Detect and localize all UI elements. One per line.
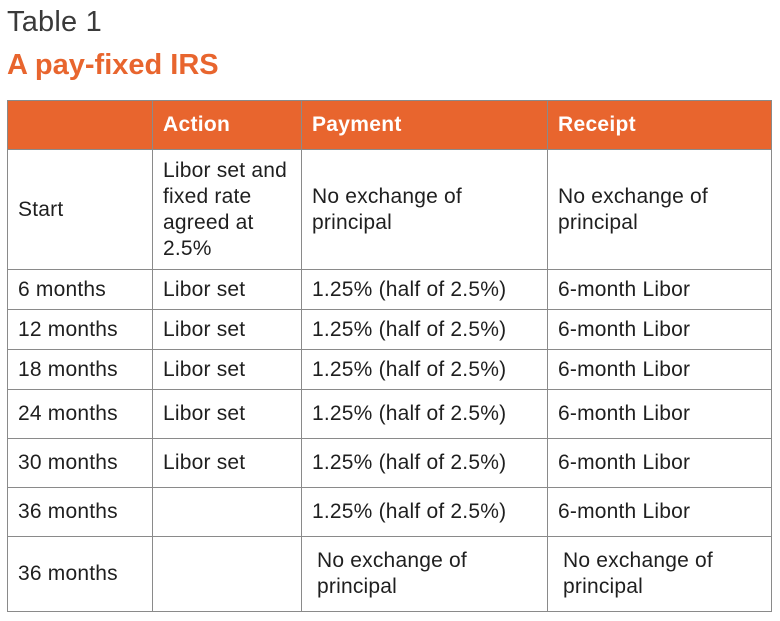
cell-action (152, 536, 302, 612)
cell-action: Libor set (152, 269, 302, 310)
cell-action: Libor set (152, 389, 302, 439)
cell-payment: 1.25% (half of 2.5%) (301, 438, 548, 488)
cell-time: 18 months (7, 349, 153, 390)
cell-receipt: 6-month Libor (547, 309, 772, 350)
cell-action: Libor set (152, 349, 302, 390)
header-payment: Payment (301, 100, 548, 150)
header-row: Action Payment Receipt (7, 100, 772, 150)
cell-payment: 1.25% (half of 2.5%) (301, 349, 548, 390)
cell-payment: 1.25% (half of 2.5%) (301, 309, 548, 350)
cell-receipt: No exchange of principal (547, 149, 772, 270)
cell-receipt: 6-month Libor (547, 269, 772, 310)
cell-time: 30 months (7, 438, 153, 488)
cell-receipt: 6-month Libor (547, 389, 772, 439)
cell-receipt: 6-month Libor (547, 438, 772, 488)
cell-action: Libor set and fixed rate agreed at 2.5% (152, 149, 302, 270)
cell-payment: No exchange of principal (301, 149, 548, 270)
irs-table: Action Payment Receipt Start Libor set a… (7, 100, 772, 612)
cell-receipt: No exchange of principal (547, 536, 772, 612)
cell-payment: 1.25% (half of 2.5%) (301, 269, 548, 310)
cell-time: 6 months (7, 269, 153, 310)
table-row: Start Libor set and fixed rate agreed at… (7, 149, 772, 270)
table-row: 36 months No exchange of principal No ex… (7, 536, 772, 612)
table-row: 30 months Libor set 1.25% (half of 2.5%)… (7, 438, 772, 488)
cell-payment: No exchange of principal (301, 536, 548, 612)
cell-action: Libor set (152, 309, 302, 350)
header-receipt: Receipt (547, 100, 772, 150)
cell-time: Start (7, 149, 153, 270)
cell-time: 36 months (7, 536, 153, 612)
table-row: 12 months Libor set 1.25% (half of 2.5%)… (7, 309, 772, 350)
cell-action (152, 487, 302, 537)
table-row: 6 months Libor set 1.25% (half of 2.5%) … (7, 269, 772, 310)
cell-time: 12 months (7, 309, 153, 350)
table-row: 18 months Libor set 1.25% (half of 2.5%)… (7, 349, 772, 390)
cell-payment: 1.25% (half of 2.5%) (301, 389, 548, 439)
header-blank (7, 100, 153, 150)
table-title: A pay-fixed IRS (7, 49, 219, 81)
cell-receipt: 6-month Libor (547, 349, 772, 390)
cell-time: 36 months (7, 487, 153, 537)
table-row: 36 months 1.25% (half of 2.5%) 6-month L… (7, 487, 772, 537)
cell-payment: 1.25% (half of 2.5%) (301, 487, 548, 537)
table-row: 24 months Libor set 1.25% (half of 2.5%)… (7, 389, 772, 439)
header-action: Action (152, 100, 302, 150)
cell-action: Libor set (152, 438, 302, 488)
cell-receipt: 6-month Libor (547, 487, 772, 537)
cell-time: 24 months (7, 389, 153, 439)
table-label: Table 1 (7, 6, 102, 38)
